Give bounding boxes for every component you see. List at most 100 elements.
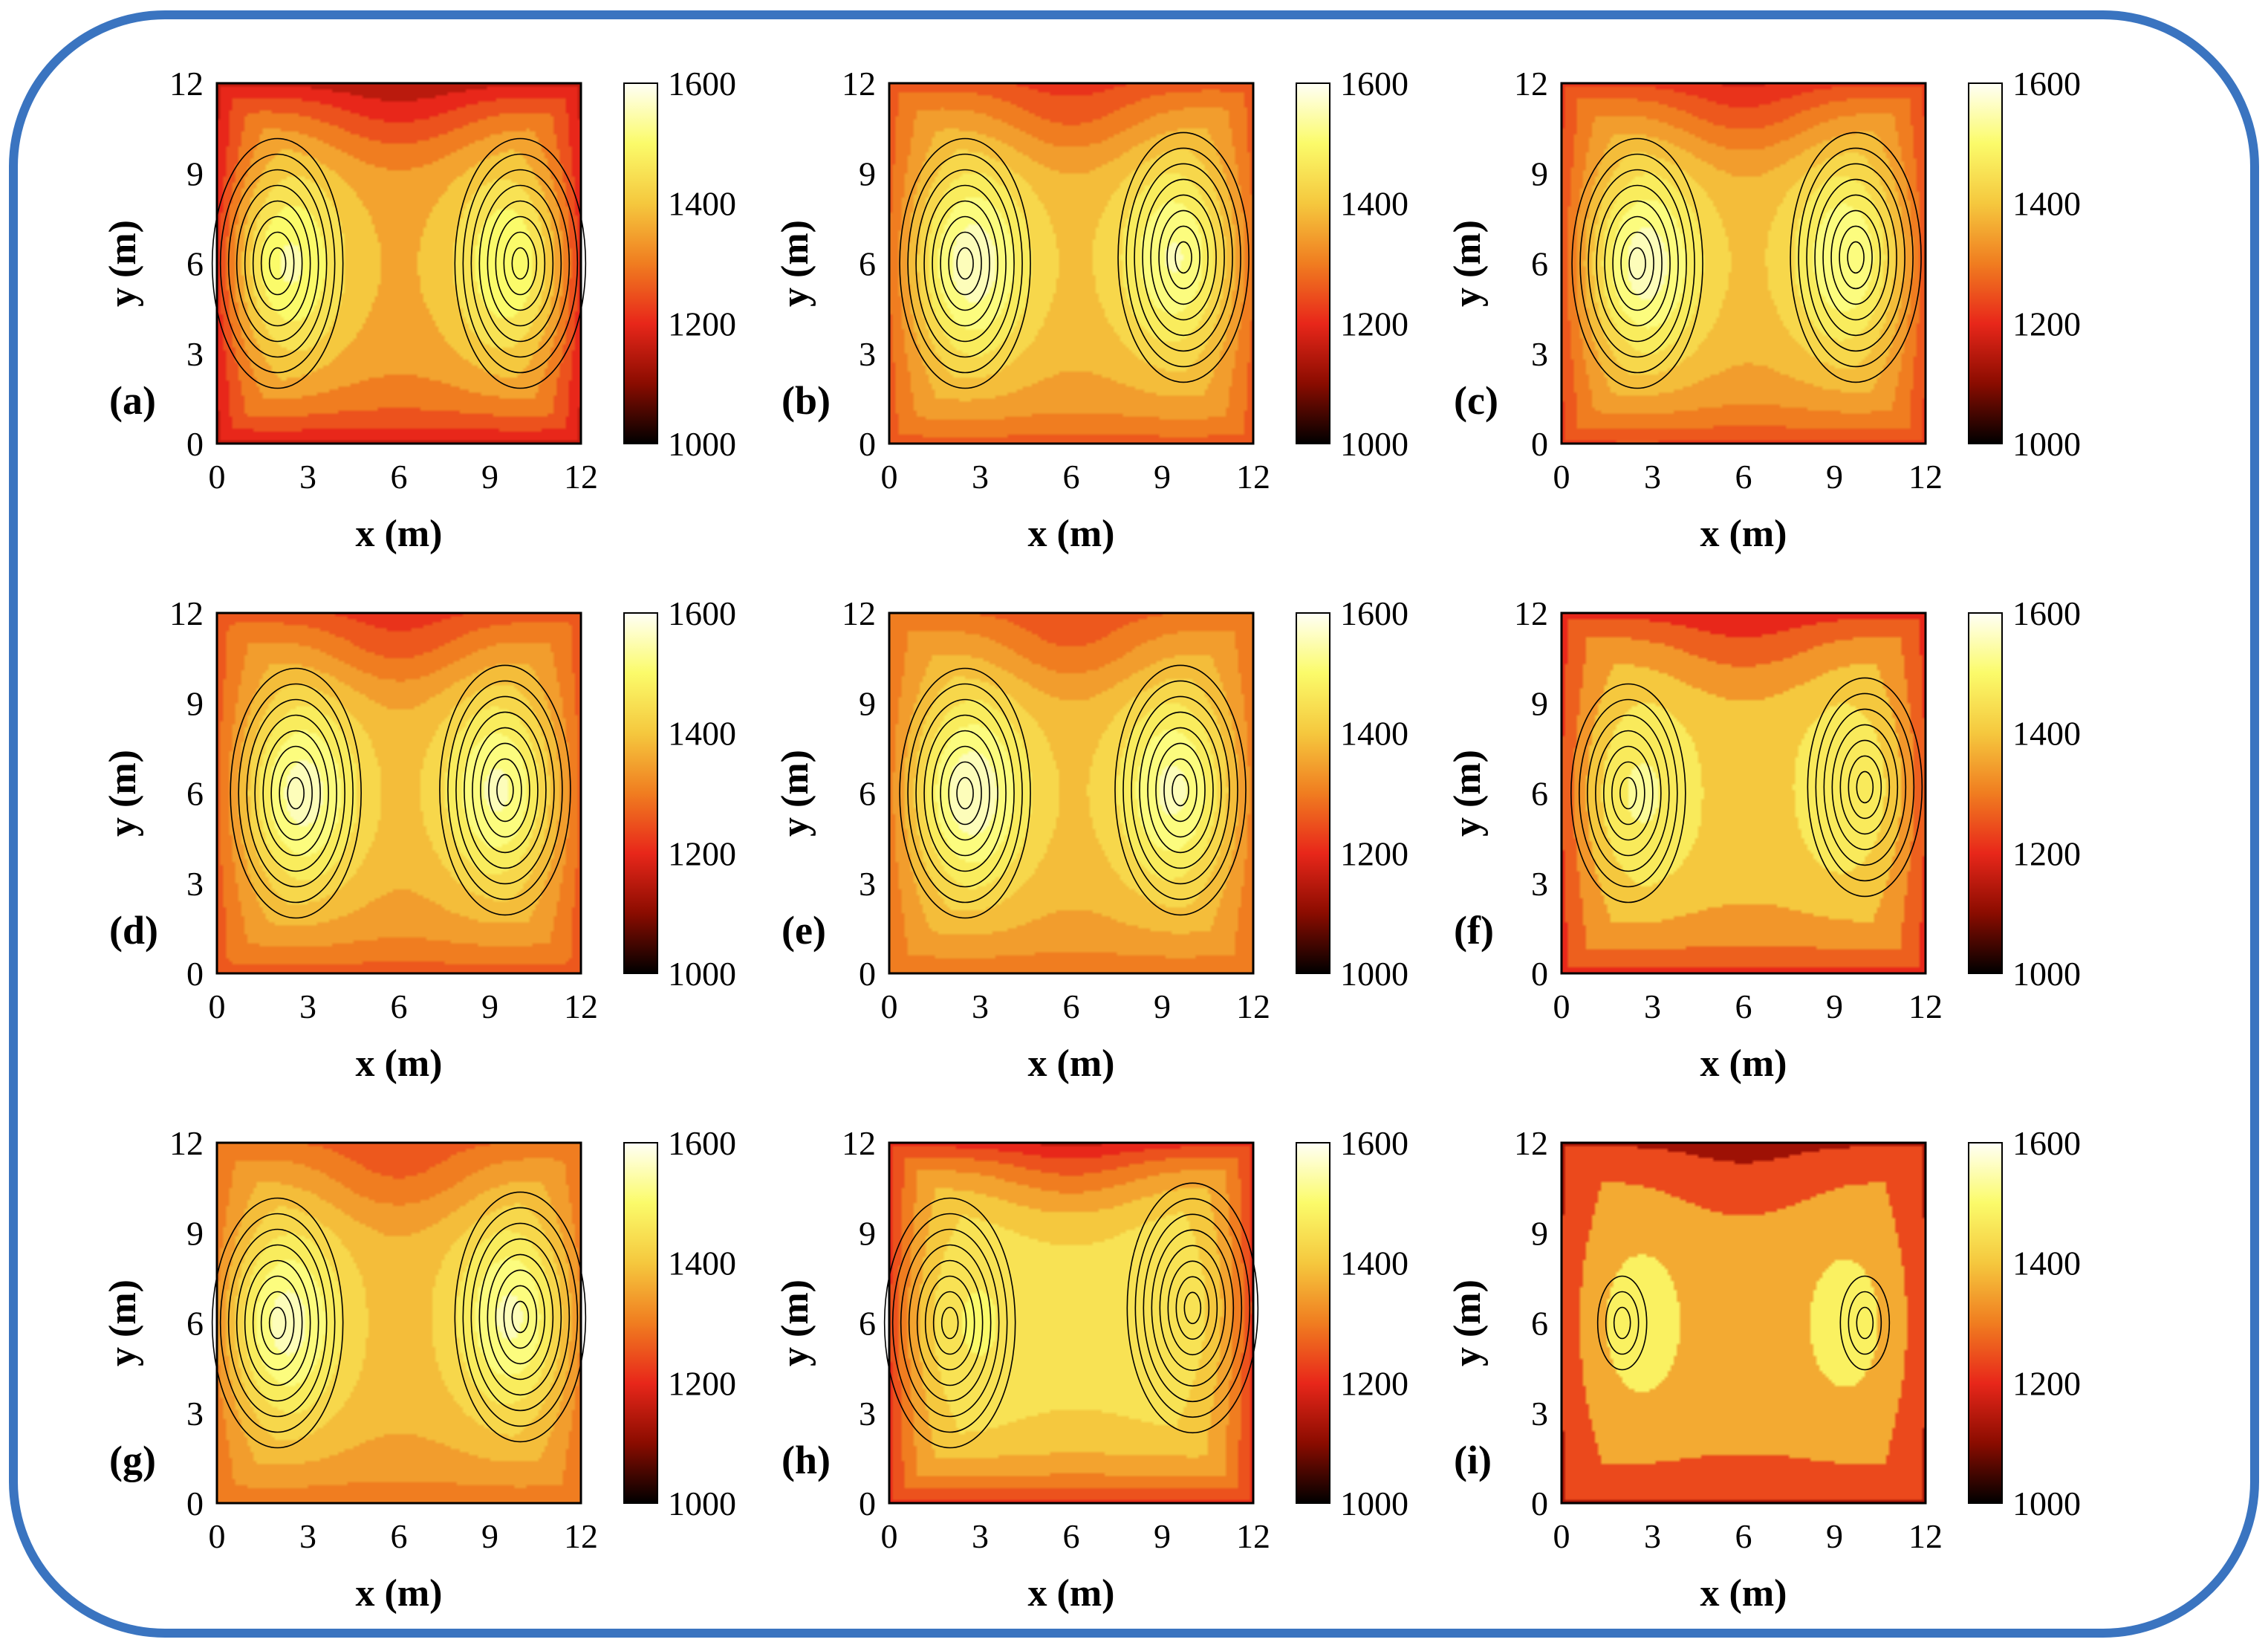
y-tick-label: 9 bbox=[186, 684, 204, 722]
y-tick-label: 0 bbox=[859, 425, 876, 463]
contour-line bbox=[1620, 231, 1654, 296]
y-axis-label: y (m) bbox=[1446, 750, 1489, 837]
colorbar-tick-label: 1600 bbox=[668, 594, 736, 632]
contour-line bbox=[1839, 1275, 1891, 1371]
contour-line bbox=[439, 664, 571, 916]
colorbar bbox=[1968, 612, 2003, 974]
contour-line bbox=[915, 698, 1015, 888]
contour-line bbox=[244, 1259, 311, 1386]
contour-line bbox=[1163, 758, 1198, 823]
contour-line bbox=[487, 1253, 554, 1381]
x-tick-label: 12 bbox=[564, 458, 598, 496]
x-tick-label: 0 bbox=[881, 1517, 898, 1555]
contour-line bbox=[454, 1191, 587, 1443]
y-tick-label: 0 bbox=[1531, 1485, 1548, 1522]
contour-line bbox=[899, 667, 1031, 919]
colorbar-tick-label: 1200 bbox=[2012, 305, 2081, 343]
contour-line bbox=[1612, 215, 1663, 311]
contour-line bbox=[956, 247, 974, 280]
panel-g: 0 3 6 9 12 0 3 6 9 12 x (m) y (m) (g) 1600 1400 1200 100… bbox=[102, 1124, 736, 1615]
heatmap-field bbox=[1562, 1143, 1926, 1503]
contour-line bbox=[1159, 1245, 1226, 1372]
x-tick-label: 6 bbox=[1063, 1517, 1080, 1555]
plot-frame bbox=[1560, 611, 1927, 975]
contour-line bbox=[478, 184, 562, 343]
contour-line bbox=[1114, 664, 1247, 916]
contour-line bbox=[1158, 210, 1209, 305]
x-tick-label: 3 bbox=[299, 458, 316, 496]
contour-line bbox=[1142, 178, 1225, 337]
contour-line bbox=[252, 215, 303, 311]
contour-line bbox=[487, 200, 554, 327]
contour-line bbox=[1847, 241, 1865, 274]
contour-line bbox=[1848, 1291, 1882, 1355]
contour-line bbox=[1856, 771, 1874, 804]
colorbar-tick-label: 1600 bbox=[2012, 1124, 2081, 1162]
y-tick-label: 9 bbox=[1531, 1214, 1548, 1252]
contour-line bbox=[470, 1222, 571, 1412]
contour-line bbox=[1579, 698, 1678, 888]
colorbar-tick-label: 1600 bbox=[1340, 1124, 1408, 1162]
y-tick-label: 3 bbox=[859, 1395, 876, 1433]
panel-h: 0 3 6 9 12 0 3 6 9 12 x (m) y (m) (h) 1600 1400 1200 100… bbox=[774, 1124, 1408, 1615]
colorbar-tick-label: 1200 bbox=[2012, 1364, 2081, 1402]
contour-line bbox=[235, 1244, 319, 1402]
contour-line bbox=[956, 776, 974, 810]
y-tick-label: 6 bbox=[859, 775, 876, 813]
y-tick-label: 3 bbox=[186, 335, 204, 373]
colorbar-tick-label: 1600 bbox=[1340, 65, 1408, 103]
y-axis-label: y (m) bbox=[1446, 220, 1489, 307]
y-tick-label: 9 bbox=[859, 155, 876, 192]
x-tick-label: 12 bbox=[1908, 1517, 1943, 1555]
contour-line bbox=[908, 1244, 992, 1402]
contour-line bbox=[252, 1275, 303, 1371]
y-tick-label: 3 bbox=[186, 865, 204, 903]
panel-label: (d) bbox=[109, 908, 158, 953]
x-tick-label: 9 bbox=[1154, 1517, 1171, 1555]
x-axis-label: x (m) bbox=[1028, 1572, 1115, 1615]
contour-line bbox=[511, 1300, 530, 1334]
contour-line bbox=[268, 247, 287, 280]
y-tick-label: 9 bbox=[1531, 684, 1548, 722]
x-tick-label: 6 bbox=[1735, 987, 1752, 1025]
y-tick-label: 6 bbox=[1531, 1305, 1548, 1343]
x-tick-label: 0 bbox=[209, 987, 226, 1025]
contour-line bbox=[1117, 132, 1250, 383]
contour-line bbox=[470, 169, 571, 358]
y-tick-label: 6 bbox=[186, 775, 204, 813]
heatmap-field bbox=[1562, 613, 1926, 973]
contour-line bbox=[1806, 163, 1905, 352]
contour-line bbox=[462, 153, 579, 374]
contour-line bbox=[1839, 739, 1891, 835]
contour-line bbox=[1603, 745, 1654, 841]
y-tick-label: 3 bbox=[859, 865, 876, 903]
colorbar-tick-label: 1400 bbox=[1340, 185, 1408, 223]
x-tick-label: 0 bbox=[209, 1517, 226, 1555]
contour-line bbox=[227, 1228, 328, 1418]
panel-b: 0 3 6 9 12 0 3 6 9 12 x (m) y (m) (b) 1600 1400 1200 100… bbox=[774, 65, 1408, 555]
contour-line bbox=[940, 745, 990, 841]
contour-line bbox=[1822, 194, 1889, 321]
colorbar-tick-label: 1600 bbox=[1340, 594, 1408, 632]
heatmap-field bbox=[1562, 83, 1926, 444]
contour-line bbox=[287, 776, 305, 810]
x-tick-label: 12 bbox=[1236, 987, 1270, 1025]
y-tick-label: 12 bbox=[169, 1124, 204, 1162]
x-axis-label: x (m) bbox=[356, 1572, 443, 1615]
contour-line bbox=[1166, 225, 1200, 290]
colorbar-tick-label: 1400 bbox=[2012, 715, 2081, 753]
y-tick-label: 6 bbox=[859, 245, 876, 283]
contour-line bbox=[219, 153, 336, 374]
y-tick-label: 0 bbox=[186, 425, 204, 463]
y-tick-label: 12 bbox=[169, 594, 204, 632]
x-tick-label: 12 bbox=[564, 1517, 598, 1555]
x-axis-label: x (m) bbox=[1028, 1042, 1115, 1085]
y-tick-label: 6 bbox=[859, 1305, 876, 1343]
contour-line bbox=[464, 711, 547, 869]
contour-line bbox=[932, 200, 998, 327]
y-tick-label: 12 bbox=[1514, 65, 1548, 103]
colorbar bbox=[623, 82, 658, 444]
y-tick-label: 9 bbox=[859, 684, 876, 722]
contour-line bbox=[279, 761, 313, 825]
contour-line bbox=[1596, 184, 1679, 343]
